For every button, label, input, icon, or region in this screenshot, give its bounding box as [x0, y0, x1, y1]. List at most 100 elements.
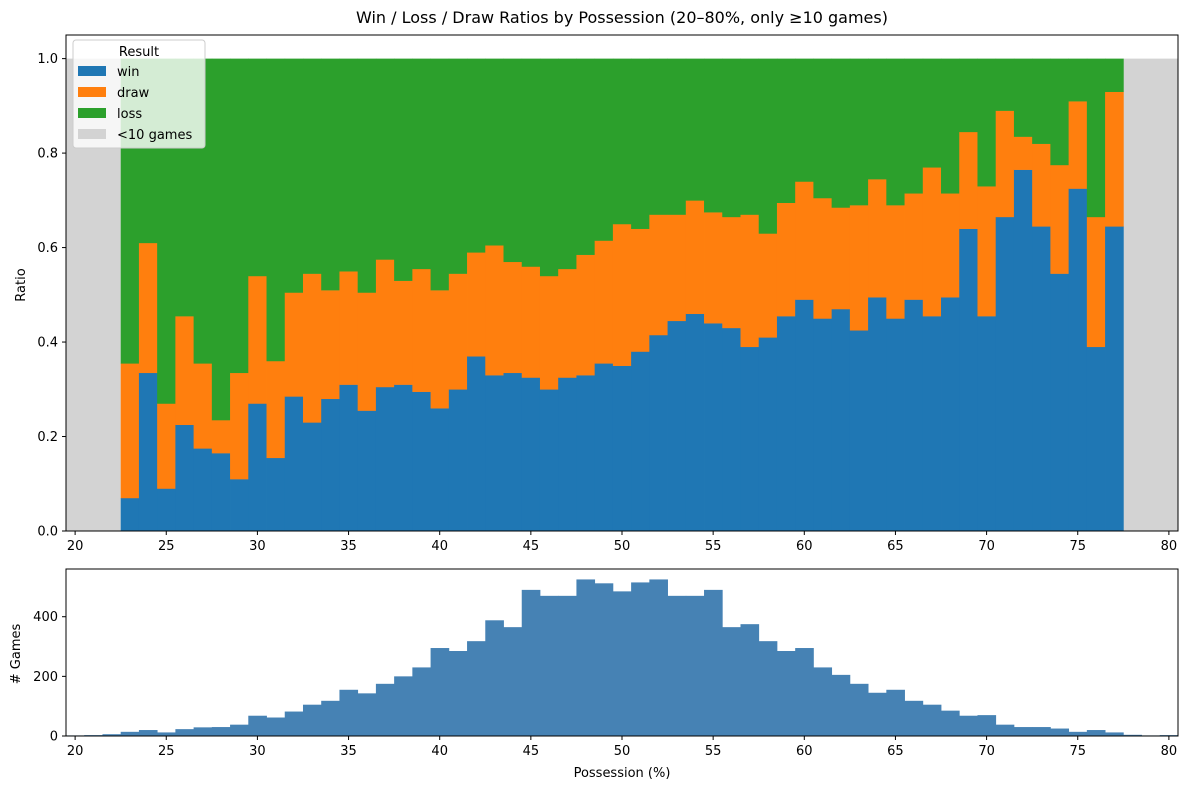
loss-bar — [248, 58, 267, 277]
legend-label: loss — [117, 107, 142, 122]
games-bar — [1068, 731, 1088, 736]
games-bar — [375, 683, 395, 736]
x-tick-label: 30 — [249, 744, 266, 759]
win-bar — [485, 375, 504, 532]
games-bar — [868, 692, 887, 736]
loss-bar — [412, 58, 431, 270]
insufficient-games-region — [1123, 58, 1178, 531]
loss-bar — [959, 58, 978, 133]
win-bar — [722, 327, 741, 532]
x-tick-label: 70 — [978, 539, 995, 554]
loss-bar — [904, 58, 924, 194]
win-bar — [1105, 226, 1124, 532]
win-bar — [1068, 188, 1088, 532]
loss-bar — [430, 58, 450, 291]
draw-bar — [339, 271, 359, 385]
win-bar — [922, 316, 942, 532]
loss-bar — [357, 58, 377, 293]
x-tick-label: 35 — [340, 539, 357, 554]
loss-bar — [1032, 58, 1051, 144]
games-bar — [1105, 732, 1124, 736]
loss-bar — [485, 58, 504, 246]
games-bar — [995, 724, 1015, 736]
draw-bar — [321, 290, 340, 400]
draw-bar — [977, 186, 997, 317]
games-bar — [959, 715, 978, 736]
draw-bar — [886, 205, 905, 319]
x-tick-label: 25 — [158, 539, 175, 554]
win-bar — [339, 384, 359, 532]
games-bar — [685, 595, 705, 736]
games-bar — [175, 729, 195, 736]
loss-bar — [339, 58, 359, 272]
y-tick-label: 0.0 — [37, 525, 58, 540]
x-tick-label: 55 — [705, 539, 722, 554]
loss-bar — [321, 58, 340, 291]
win-bar — [649, 334, 668, 532]
games-bar — [649, 579, 668, 736]
games-histogram-x-axis-label: Possession (%) — [574, 766, 671, 781]
loss-bar — [977, 58, 997, 187]
loss-bar — [740, 58, 760, 215]
y-tick-label: 0.4 — [37, 336, 58, 351]
y-tick-label: 1.0 — [37, 52, 58, 67]
ratio-chart-plot-area — [66, 58, 1178, 532]
draw-bar — [193, 363, 213, 449]
y-tick-label: 0.2 — [37, 430, 58, 445]
win-bar — [795, 299, 814, 532]
games-bar — [558, 595, 577, 736]
loss-bar — [722, 58, 741, 218]
ratio-chart-y-axis-label: Ratio — [14, 268, 29, 301]
loss-bar — [631, 58, 650, 229]
y-tick-label: 200 — [33, 670, 58, 685]
x-tick-label: 20 — [67, 539, 84, 554]
win-bar — [503, 372, 523, 532]
draw-bar — [1032, 143, 1051, 227]
x-tick-label: 60 — [796, 744, 813, 759]
draw-bar — [995, 110, 1015, 218]
draw-bar — [1105, 91, 1124, 227]
games-bar — [740, 624, 760, 736]
games-bar — [138, 730, 158, 736]
draw-bar — [539, 275, 559, 390]
games-bar — [776, 651, 796, 736]
games-bar — [1123, 734, 1142, 736]
win-bar — [1050, 273, 1070, 532]
loss-bar — [1086, 58, 1106, 218]
legend-label: <10 games — [117, 128, 192, 143]
win-bar — [467, 356, 486, 532]
x-tick-label: 65 — [887, 744, 904, 759]
draw-bar — [503, 261, 523, 374]
win-bar — [302, 422, 322, 532]
draw-bar — [831, 207, 851, 310]
x-tick-label: 60 — [796, 539, 813, 554]
loss-bar — [1105, 58, 1124, 92]
x-tick-label: 50 — [614, 539, 631, 554]
loss-bar — [813, 58, 833, 199]
draw-bar — [448, 273, 468, 390]
chart-title: Win / Loss / Draw Ratios by Possession (… — [356, 8, 888, 27]
draw-bar — [521, 266, 541, 378]
loss-bar — [467, 58, 486, 253]
draw-bar — [685, 200, 705, 315]
loss-bar — [758, 58, 778, 234]
win-bar — [120, 497, 140, 532]
games-bar — [430, 648, 450, 736]
draw-bar — [467, 252, 486, 357]
games-bar — [612, 591, 632, 736]
win-bar — [1013, 169, 1033, 532]
draw-bar — [941, 193, 960, 298]
win-bar — [995, 216, 1015, 532]
x-tick-label: 35 — [340, 744, 357, 759]
draw-bar — [813, 197, 833, 319]
legend-title: Result — [119, 45, 159, 60]
win-bar — [831, 308, 851, 532]
win-bar — [230, 479, 249, 532]
games-bar — [266, 717, 286, 736]
games-bar — [576, 579, 596, 736]
x-tick-label: 55 — [705, 744, 722, 759]
loss-bar — [284, 58, 304, 293]
games-bar — [339, 689, 359, 736]
x-tick-label: 65 — [887, 539, 904, 554]
